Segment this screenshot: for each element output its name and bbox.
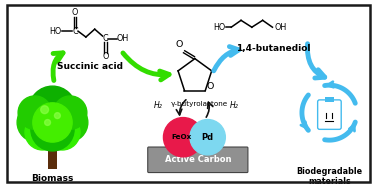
FancyBboxPatch shape: [318, 100, 341, 129]
Circle shape: [17, 103, 57, 142]
Text: Biomass: Biomass: [31, 174, 74, 183]
Text: C: C: [103, 35, 108, 43]
Bar: [325, 97, 334, 102]
Circle shape: [44, 119, 51, 125]
Text: H₂: H₂: [230, 101, 239, 110]
Circle shape: [31, 108, 74, 151]
Text: OH: OH: [116, 35, 128, 43]
Circle shape: [54, 96, 87, 129]
Text: Pd: Pd: [202, 133, 214, 142]
Circle shape: [25, 115, 60, 150]
Text: HO: HO: [213, 23, 225, 32]
Text: O: O: [102, 52, 109, 61]
Circle shape: [190, 119, 225, 155]
Text: O: O: [207, 82, 214, 91]
Text: C: C: [72, 27, 78, 36]
Circle shape: [18, 96, 52, 129]
Circle shape: [29, 86, 76, 133]
Text: Succinic acid: Succinic acid: [57, 62, 123, 71]
Text: FeOx: FeOx: [171, 134, 191, 140]
Circle shape: [41, 106, 49, 114]
Text: 1,4-butanediol: 1,4-butanediol: [236, 44, 311, 53]
Circle shape: [49, 103, 88, 142]
FancyBboxPatch shape: [148, 147, 248, 173]
Circle shape: [54, 113, 60, 119]
Text: H₂: H₂: [154, 101, 163, 110]
Circle shape: [33, 103, 72, 142]
Circle shape: [44, 115, 80, 150]
Text: O: O: [175, 40, 183, 49]
Text: O: O: [72, 8, 78, 17]
Text: Active Carbon: Active Carbon: [165, 155, 231, 164]
Circle shape: [164, 118, 203, 157]
Text: OH: OH: [274, 23, 287, 32]
Text: Biodegradable
materials: Biodegradable materials: [296, 167, 363, 186]
Text: HO: HO: [49, 27, 61, 36]
Text: γ-butyrolactone: γ-butyrolactone: [171, 101, 228, 107]
Bar: [48, 144, 57, 169]
